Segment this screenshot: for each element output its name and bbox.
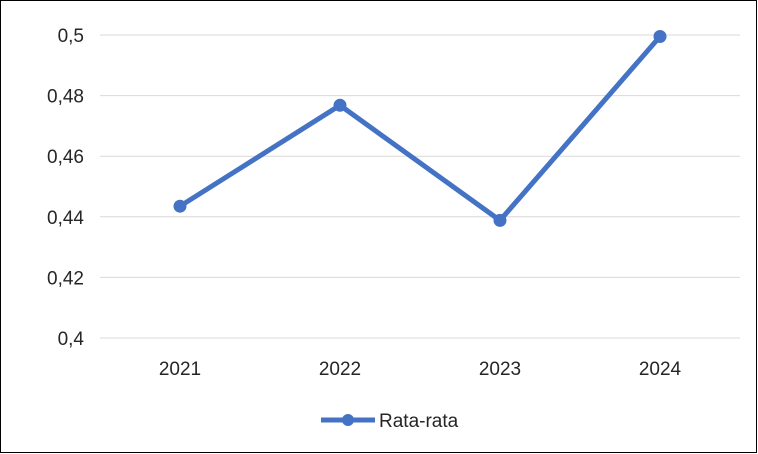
data-point <box>173 199 187 213</box>
x-tick-label: 2021 <box>159 359 201 380</box>
data-point <box>333 98 347 112</box>
y-axis-ticks: 0,5 0,48 0,46 0,44 0,42 0,4 <box>47 26 84 350</box>
data-point <box>493 213 507 227</box>
y-tick-label: 0,44 <box>47 208 84 229</box>
data-point <box>653 30 667 44</box>
y-tick-label: 0,48 <box>47 87 84 108</box>
legend-label: Rata-rata <box>379 411 459 432</box>
x-tick-label: 2022 <box>319 359 361 380</box>
y-tick-label: 0,5 <box>58 26 84 47</box>
legend: Rata-rata <box>321 411 459 432</box>
series-line <box>177 34 663 223</box>
series-layer <box>173 30 667 227</box>
y-tick-label: 0,46 <box>47 147 84 168</box>
y-tick-label: 0,4 <box>58 329 85 350</box>
y-tick-label: 0,42 <box>47 268 84 289</box>
gridlines <box>100 34 740 339</box>
x-tick-label: 2024 <box>639 359 682 380</box>
legend-dot-marker <box>342 414 354 426</box>
x-tick-label: 2023 <box>479 359 521 380</box>
x-axis-ticks: 2021 2022 2023 2024 <box>159 359 682 380</box>
